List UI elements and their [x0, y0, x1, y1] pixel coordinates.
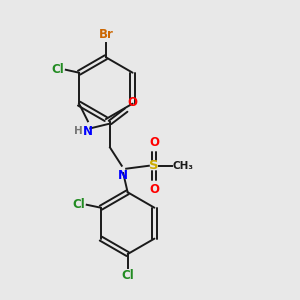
Text: H: H — [74, 126, 82, 136]
Text: O: O — [128, 96, 138, 109]
Text: O: O — [149, 136, 159, 149]
Text: O: O — [149, 182, 159, 196]
Text: Cl: Cl — [73, 198, 85, 211]
Text: N: N — [83, 125, 93, 138]
Text: Cl: Cl — [121, 269, 134, 282]
Text: S: S — [149, 159, 159, 172]
Text: CH₃: CH₃ — [173, 161, 194, 171]
Text: Cl: Cl — [52, 63, 64, 76]
Text: Br: Br — [98, 28, 113, 41]
Text: N: N — [118, 169, 128, 182]
